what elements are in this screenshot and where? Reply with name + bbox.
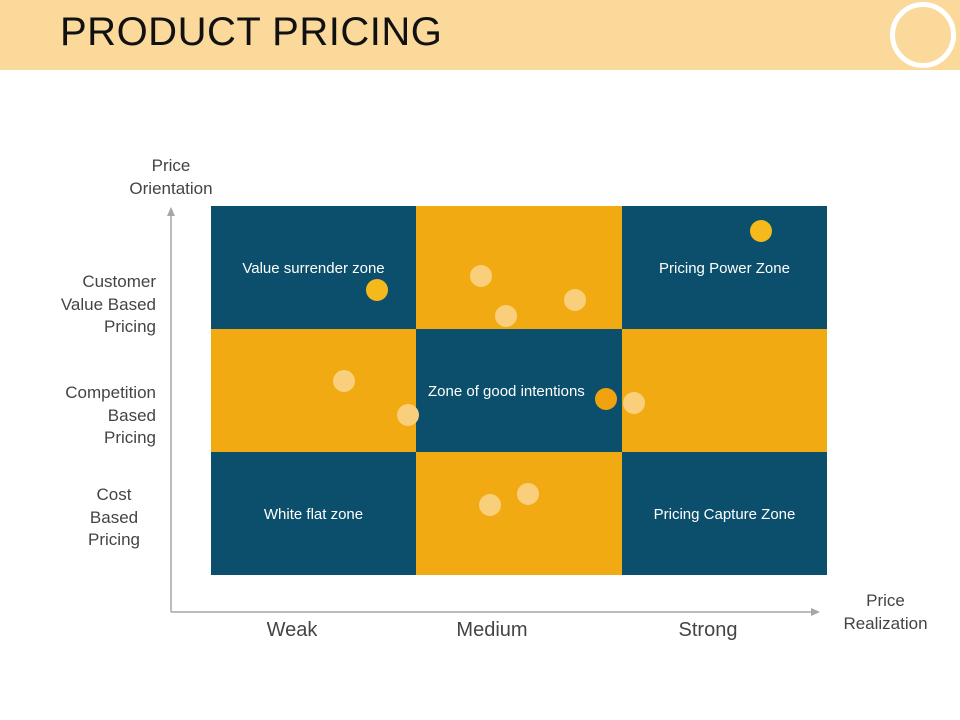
cell-good-intentions: Zone of good intentions bbox=[416, 329, 622, 452]
marker-dot bbox=[397, 404, 419, 426]
column-label-strong: Strong bbox=[678, 619, 738, 641]
marker-dot bbox=[479, 494, 501, 516]
x-axis-arrow-icon bbox=[811, 608, 820, 616]
x-axis-label-line2: Realization bbox=[843, 614, 928, 633]
marker-dot bbox=[595, 388, 617, 410]
marker-dot bbox=[333, 370, 355, 392]
zone-label-pricing-capture: Pricing Capture Zone bbox=[653, 506, 796, 523]
row-label-line: Pricing bbox=[88, 530, 140, 549]
cell-mid-strong bbox=[622, 329, 827, 452]
marker-dot bbox=[517, 483, 539, 505]
zone-label-value-surrender: Value surrender zone bbox=[242, 260, 385, 277]
zone-label-white-flat: White flat zone bbox=[263, 506, 364, 523]
cell-value-surrender: Value surrender zone bbox=[211, 206, 416, 329]
marker-dot bbox=[564, 289, 586, 311]
zone-label-pricing-power: Pricing Power Zone bbox=[659, 260, 790, 277]
page-title: PRODUCT PRICING bbox=[60, 10, 443, 54]
zone-label-good-intentions: Zone of good intentions bbox=[428, 383, 585, 400]
y-axis-arrow-icon bbox=[167, 207, 175, 216]
column-label-medium: Medium bbox=[456, 619, 528, 641]
row-label-line: Value Based bbox=[60, 294, 156, 314]
row-label-line: Based bbox=[89, 507, 139, 527]
row-label-line: Customer bbox=[82, 272, 156, 291]
circle-logo-icon bbox=[890, 2, 956, 68]
row-label-line: Pricing bbox=[104, 317, 156, 336]
cell-white-flat: White flat zone bbox=[211, 452, 416, 575]
marker-dot bbox=[495, 305, 517, 327]
y-axis-label: Price Orientation bbox=[126, 154, 216, 200]
y-axis-label-line2: Orientation bbox=[129, 179, 213, 198]
header-bar: PRODUCT PRICING bbox=[0, 0, 960, 70]
marker-dot bbox=[366, 279, 388, 301]
row-label-line: Pricing bbox=[104, 428, 156, 447]
row-label-customer-value: Customer Value Based Pricing bbox=[61, 271, 156, 339]
marker-dot bbox=[470, 265, 492, 287]
row-label-line: Based bbox=[107, 405, 156, 425]
cell-pricing-power: Pricing Power Zone bbox=[622, 206, 827, 329]
x-axis-label-line1: Price bbox=[866, 591, 905, 610]
cell-top-medium bbox=[416, 206, 622, 329]
marker-dot bbox=[623, 392, 645, 414]
row-label-line: Cost bbox=[96, 485, 132, 504]
row-label-cost: Cost Based Pricing bbox=[88, 484, 140, 552]
cell-bottom-medium bbox=[416, 452, 622, 575]
marker-dot bbox=[750, 220, 772, 242]
cell-pricing-capture: Pricing Capture Zone bbox=[622, 452, 827, 575]
x-axis-label: Price Realization bbox=[838, 589, 933, 635]
row-label-competition: Competition Based Pricing bbox=[65, 382, 156, 450]
column-label-weak: Weak bbox=[266, 619, 318, 641]
row-label-line: Competition bbox=[65, 383, 156, 402]
y-axis-label-line1: Price bbox=[151, 156, 191, 175]
cell-mid-weak bbox=[211, 329, 416, 452]
